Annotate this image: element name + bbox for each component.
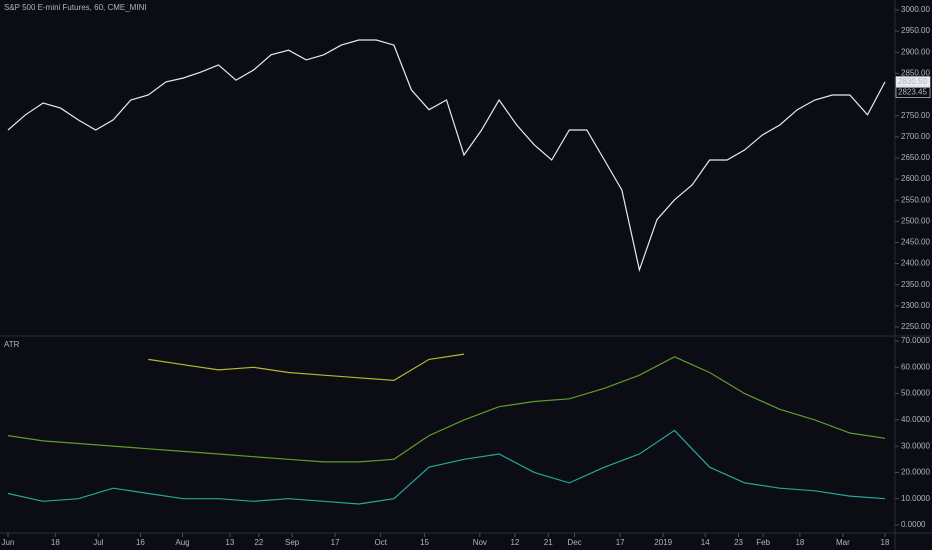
x-tick-label: 13 (225, 538, 234, 547)
x-tick-label: 18 (881, 538, 890, 547)
y-tick-label: 2750.00 (901, 111, 930, 120)
y-tick-label: 3000.00 (901, 5, 930, 14)
x-tick-label: 17 (331, 538, 340, 547)
y-tick-label: 50.0000 (901, 389, 930, 398)
price-label: 2823.45 (898, 88, 927, 97)
y-tick-label: 20.0000 (901, 468, 930, 477)
pane-title: ATR (4, 340, 20, 349)
x-tick-label: 23 (734, 538, 743, 547)
y-tick-label: 60.0000 (901, 362, 930, 371)
series-line (7, 39, 886, 273)
y-tick-label: 2250.00 (901, 322, 930, 331)
x-tick-label: Mar (836, 538, 850, 547)
y-tick-label: 2600.00 (901, 174, 930, 183)
x-tick-label: Aug (175, 538, 189, 547)
y-tick-label: 2500.00 (901, 216, 930, 225)
y-tick-label: 2350.00 (901, 280, 930, 289)
y-tick-label: 2650.00 (901, 153, 930, 162)
x-tick-label: Sep (285, 538, 300, 547)
price-label-box (895, 76, 931, 87)
y-tick-label: 2450.00 (901, 238, 930, 247)
y-tick-label: 10.0000 (901, 494, 930, 503)
chart-title: S&P 500 E-mini Futures, 60, CME_MINI (4, 3, 147, 12)
series-line (7, 356, 886, 463)
y-tick-label: 2850.00 (901, 69, 930, 78)
x-tick-label: Feb (756, 538, 770, 547)
x-tick-label: 18 (795, 538, 804, 547)
y-tick-label: 0.0000 (901, 520, 926, 529)
y-tick-label: 2300.00 (901, 301, 930, 310)
x-tick-label: Oct (374, 538, 387, 547)
x-tick-label: 17 (616, 538, 625, 547)
price-label-box (895, 87, 931, 98)
x-tick-label: 12 (510, 538, 519, 547)
x-tick-label: 14 (701, 538, 710, 547)
x-tick-label: 18 (51, 538, 60, 547)
y-tick-label: 40.0000 (901, 415, 930, 424)
x-tick-label: 2019 (654, 538, 672, 547)
y-tick-label: 70.0000 (901, 336, 930, 345)
series-line (148, 353, 465, 382)
x-tick-label: Jun (2, 538, 15, 547)
series-line (7, 429, 886, 505)
x-tick-label: 15 (420, 538, 429, 547)
x-tick-label: 22 (254, 538, 263, 547)
y-tick-label: 30.0000 (901, 441, 930, 450)
y-tick-label: 2950.00 (901, 26, 930, 35)
y-tick-label: 2400.00 (901, 259, 930, 268)
x-tick-label: 21 (544, 538, 553, 547)
y-tick-label: 2700.00 (901, 132, 930, 141)
y-tick-label: 2900.00 (901, 47, 930, 56)
x-tick-label: Dec (567, 538, 581, 547)
x-tick-label: 16 (136, 538, 145, 547)
x-tick-label: Jul (93, 538, 103, 547)
x-tick-label: Nov (473, 538, 487, 547)
y-tick-label: 2550.00 (901, 195, 930, 204)
price-label: 2830.50 (898, 77, 927, 86)
